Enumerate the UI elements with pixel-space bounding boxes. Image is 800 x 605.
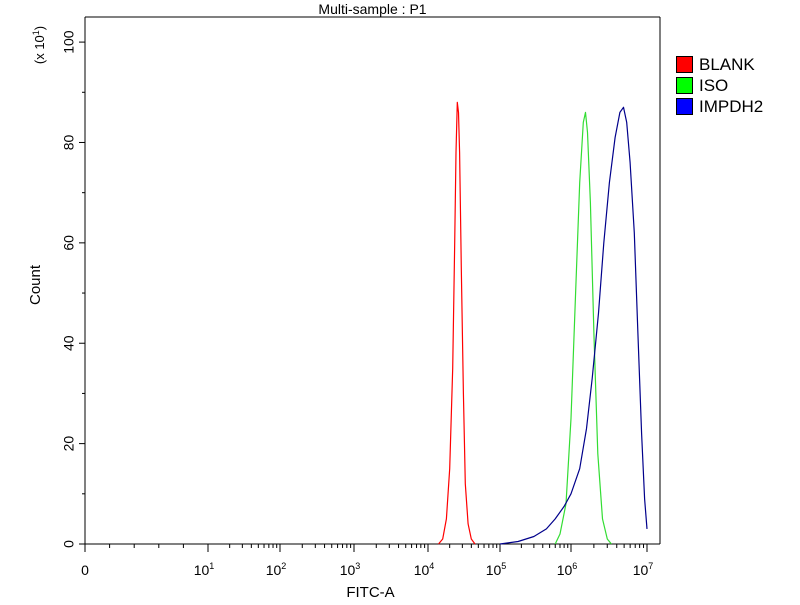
chart-title: Multi-sample : P1	[318, 1, 426, 17]
legend-label-impdh2: IMPDH2	[699, 96, 764, 116]
y-tick-label: 60	[61, 235, 77, 251]
y-tick-label: 0	[61, 540, 77, 548]
series-line-blank	[438, 101, 476, 545]
legend-label-blank: BLANK	[699, 54, 755, 74]
legend-swatch-blank	[676, 56, 693, 73]
x-tick-label: 0	[81, 562, 89, 578]
legend-swatch-iso	[676, 77, 693, 94]
y-tick-label: 20	[61, 436, 77, 452]
y-multiplier-label: (x 101)	[31, 26, 47, 64]
series-line-impdh2	[499, 106, 648, 545]
x-tick-label: 102	[266, 561, 287, 578]
legend-item-blank: BLANK	[676, 54, 763, 75]
y-tick-label: 80	[61, 134, 77, 150]
legend-item-iso: ISO	[676, 75, 763, 96]
x-tick-label: 103	[340, 561, 361, 578]
series-line-iso	[554, 111, 612, 545]
x-axis-label: FITC-A	[346, 584, 394, 600]
y-tick-label: 100	[61, 30, 77, 54]
legend: BLANK ISO IMPDH2	[676, 54, 763, 117]
x-tick-label: 104	[414, 561, 435, 578]
y-axis-label: Count	[27, 264, 44, 305]
y-tick-label: 40	[61, 335, 77, 351]
x-tick-label: 101	[194, 561, 215, 578]
x-tick-label: 106	[557, 561, 578, 578]
x-tick-label: 105	[486, 561, 507, 578]
legend-item-impdh2: IMPDH2	[676, 96, 763, 117]
x-tick-label: 107	[633, 561, 654, 578]
legend-swatch-impdh2	[676, 98, 693, 115]
legend-label-iso: ISO	[699, 75, 729, 95]
